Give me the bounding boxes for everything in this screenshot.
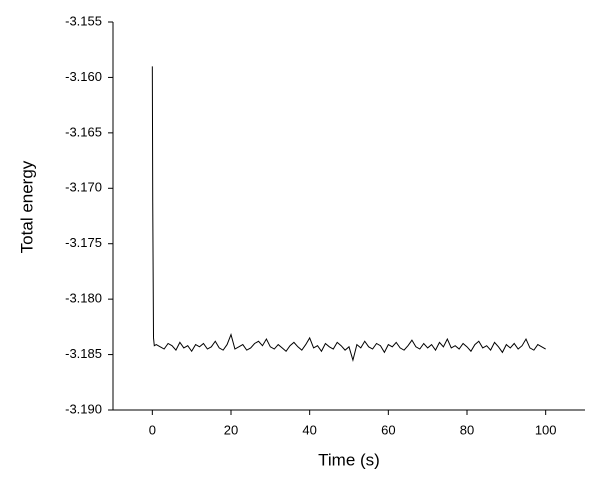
x-tick-label: 100 (535, 422, 557, 437)
y-tick-label: -3.175 (65, 235, 102, 250)
y-tick-label: -3.185 (65, 346, 102, 361)
x-tick-label: 80 (460, 422, 474, 437)
y-axis-title: Total energy (17, 160, 36, 253)
y-tick-label: -3.170 (65, 180, 102, 195)
y-tick-label: -3.155 (65, 13, 102, 28)
x-axis-title: Time (s) (318, 450, 380, 469)
x-tick-label: 40 (302, 422, 316, 437)
y-tick-label: -3.180 (65, 291, 102, 306)
y-tick-label: -3.190 (65, 401, 102, 416)
x-tick-label: 0 (149, 422, 156, 437)
x-tick-label: 60 (381, 422, 395, 437)
data-line (151, 66, 546, 362)
y-tick-label: -3.160 (65, 69, 102, 84)
x-tick-label: 20 (224, 422, 238, 437)
y-tick-label: -3.165 (65, 124, 102, 139)
